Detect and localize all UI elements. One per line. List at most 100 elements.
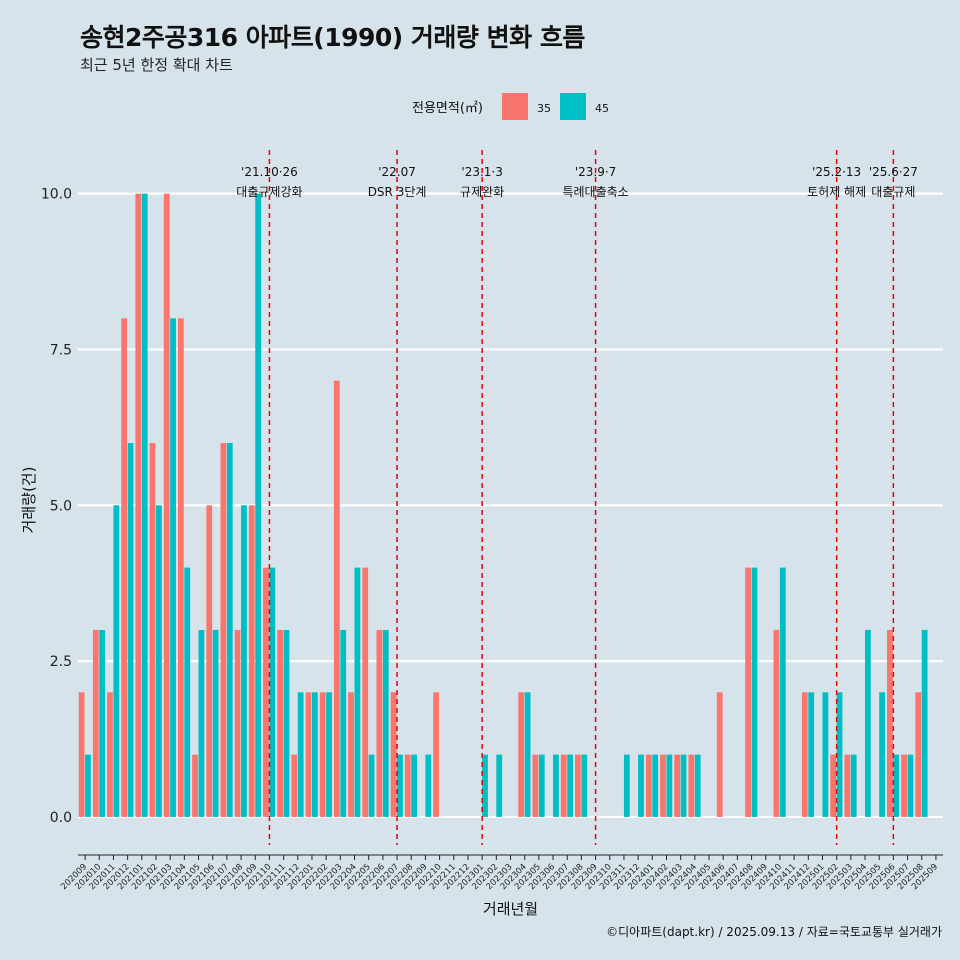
bar-45-202506 [893, 754, 900, 817]
bar-45-202108 [241, 505, 247, 817]
bar-45-202104 [184, 567, 191, 817]
bar-45-202501 [822, 692, 829, 817]
bar-35-202206 [376, 629, 383, 817]
bar-35-202202 [319, 692, 326, 817]
bar-45-202306 [553, 754, 559, 817]
y-axis-title: 거래량(건) [20, 467, 38, 534]
bar-35-202103 [163, 193, 170, 817]
bar-35-202210 [433, 692, 439, 817]
bar-35-202308 [575, 754, 581, 817]
event-label: 대출규제 [871, 185, 915, 199]
event-date-label: '23.1·3 [461, 165, 502, 179]
bar-35-202507 [901, 754, 907, 817]
bar-45-202312 [638, 754, 644, 817]
bar-45-202305 [538, 754, 545, 817]
bar-45-202110 [269, 567, 276, 817]
bar-45-202502 [836, 692, 843, 817]
bar-45-202308 [581, 754, 588, 817]
bar-45-202205 [368, 754, 375, 817]
bar-45-202304 [524, 692, 531, 817]
event-label: 토허제 해제 [807, 185, 866, 199]
bar-35-202207 [390, 692, 397, 817]
bar-35-202503 [844, 754, 851, 817]
bar-45-202207 [397, 754, 403, 817]
bar-35-202102 [149, 442, 156, 817]
bar-35-202406 [716, 692, 723, 817]
bar-45-202302 [496, 754, 503, 817]
bar-45-202106 [212, 629, 219, 817]
bar-35-202205 [362, 567, 369, 817]
bar-35-202404 [688, 754, 695, 817]
bar-35-202104 [177, 318, 184, 817]
bar-45-202010 [99, 629, 106, 817]
bar-45-202012 [127, 442, 134, 817]
y-tick-label: 7.5 [50, 342, 72, 358]
bar-45-202307 [567, 754, 573, 817]
bar-45-202505 [879, 692, 885, 817]
bar-45-202204 [354, 567, 361, 817]
legend-label-45: 45 [595, 102, 609, 115]
bar-45-202503 [850, 754, 857, 817]
bar-35-202208 [404, 754, 411, 817]
y-tick-label: 10.0 [41, 187, 72, 203]
legend: 전용면적(㎡) 35 45 [412, 93, 609, 120]
bar-45-202202 [326, 692, 332, 817]
bar-45-202508 [921, 629, 928, 817]
bar-35-202408 [745, 567, 751, 817]
bar-45-202408 [751, 567, 758, 817]
bar-45-202209 [425, 754, 432, 817]
bar-35-202112 [291, 754, 298, 817]
bar-35-202204 [348, 692, 354, 817]
bar-35-202109 [248, 505, 255, 817]
bar-45-202011 [113, 505, 120, 817]
bar-45-202103 [170, 318, 176, 817]
legend-label-35: 35 [537, 102, 551, 115]
bar-45-202201 [311, 692, 318, 817]
legend-swatch-45 [560, 93, 586, 120]
bar-35-202110 [263, 567, 269, 817]
bar-45-202102 [155, 505, 162, 817]
event-date-label: '22.07 [378, 165, 416, 179]
event-date-label: '25.6·27 [869, 165, 918, 179]
bar-45-202507 [907, 754, 914, 817]
bar-45-202311 [623, 754, 630, 817]
bar-35-202201 [305, 692, 312, 817]
y-tick-label: 0.0 [50, 810, 72, 826]
bar-35-202106 [206, 505, 213, 817]
bar-35-202304 [518, 692, 525, 817]
event-label: 특례대출축소 [562, 185, 628, 199]
bar-35-202506 [886, 629, 893, 817]
bar-45-202403 [680, 754, 687, 817]
bar-45-202112 [297, 692, 304, 817]
bar-35-202011 [107, 692, 113, 817]
bar-35-202105 [192, 754, 198, 817]
bar-35-202009 [78, 692, 85, 817]
bar-45-202404 [694, 754, 701, 817]
bar-45-202111 [283, 629, 290, 817]
bar-35-202508 [915, 692, 922, 817]
x-axis-title: 거래년월 [483, 900, 538, 918]
bar-45-202009 [85, 754, 91, 817]
bar-35-202101 [135, 193, 142, 817]
bar-45-202504 [865, 629, 871, 817]
bar-45-202301 [482, 754, 488, 817]
y-tick-label: 2.5 [50, 654, 72, 670]
bar-45-202208 [411, 754, 418, 817]
bar-45-202203 [340, 629, 347, 817]
bar-35-202410 [773, 629, 780, 817]
bar-35-202412 [801, 692, 808, 817]
bar-35-202111 [277, 629, 284, 817]
bar-35-202108 [234, 629, 241, 817]
event-date-label: '23.9·7 [575, 165, 616, 179]
bars [78, 193, 928, 817]
bar-35-202403 [674, 754, 681, 817]
bar-35-202012 [121, 318, 128, 817]
bar-35-202010 [92, 629, 99, 817]
bar-45-202401 [652, 754, 659, 817]
event-label: 규제완화 [460, 185, 504, 199]
legend-title: 전용면적(㎡) [412, 101, 483, 116]
bar-35-202402 [660, 754, 666, 817]
source-caption: ©디아파트(dapt.kr) / 2025.09.13 / 자료=국토교통부 실… [606, 925, 942, 939]
legend-swatch-35 [502, 93, 528, 120]
